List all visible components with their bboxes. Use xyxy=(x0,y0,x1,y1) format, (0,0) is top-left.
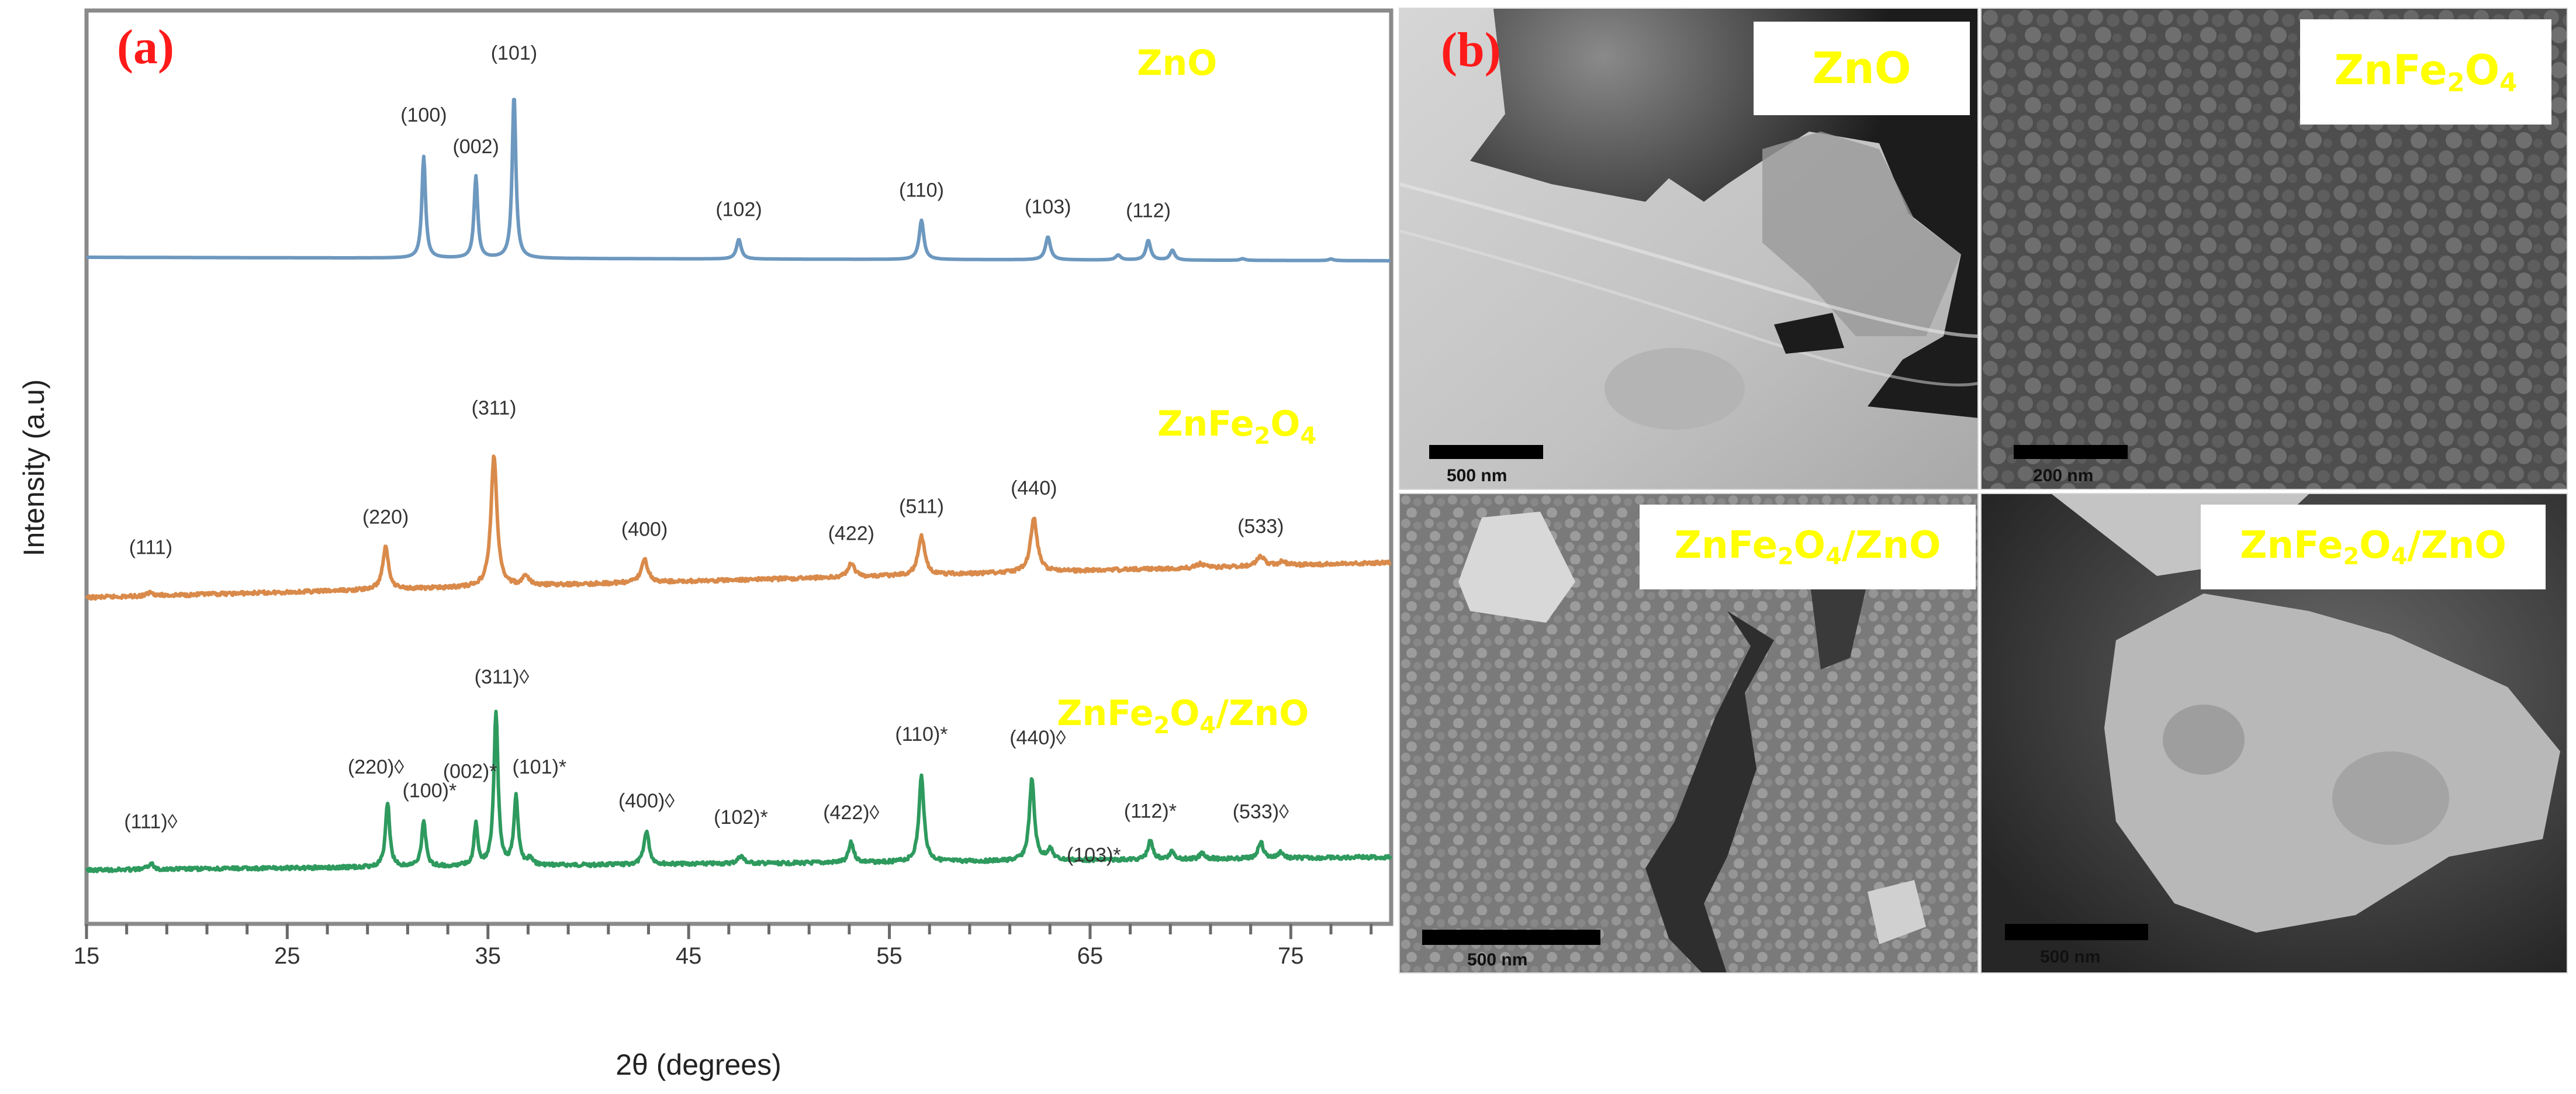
peak-label: (102) xyxy=(715,198,762,220)
znfe2o4-series-label: ZnFe2O4 xyxy=(1157,403,1316,450)
peak-label: (103)* xyxy=(1067,844,1121,866)
sem-label-zno: ZnO xyxy=(1812,43,1911,94)
zno-trace xyxy=(85,98,1392,263)
peak-label: (311) xyxy=(472,397,517,419)
sem-label-box: ZnFe2O4/ZnO xyxy=(2201,505,2546,589)
sem-image-znfe2o4 xyxy=(1982,9,2567,489)
sem-panel-zno: (b) ZnO 500 nm xyxy=(1399,8,1979,490)
x-tick-label: 35 xyxy=(475,943,502,969)
peak-label: (101) xyxy=(491,42,537,64)
peak-label: (002)* xyxy=(443,761,497,783)
x-tick-label: 65 xyxy=(1077,943,1104,969)
composite-trace xyxy=(85,709,1392,874)
peak-label: (511) xyxy=(899,496,944,518)
peak-label: (103) xyxy=(1025,196,1071,218)
peak-label: (111)◊ xyxy=(124,810,177,833)
sem-panel-composite-1: ZnFe2O4/ZnO 500 nm xyxy=(1399,493,1979,974)
peak-label: (422)◊ xyxy=(823,802,879,824)
sem-label-box: ZnFe2O4 xyxy=(2300,19,2551,125)
sem-panel-composite-2: ZnFe2O4/ZnO 500 nm xyxy=(1980,493,2568,974)
peak-label: (220) xyxy=(362,506,409,529)
peak-label: (400) xyxy=(621,519,668,541)
scale-bar xyxy=(1422,930,1600,945)
composite-series-label: ZnFe2O4/ZnO xyxy=(1057,693,1309,739)
xrd-chart: 15 25 35 45 55 65 75 (100)(002) (101) (102) (110)… xyxy=(18,8,1394,1081)
peak-label: (110)* xyxy=(895,723,948,746)
scale-bar-text: 500 nm xyxy=(2040,947,2101,967)
peak-label: (110) xyxy=(899,180,944,202)
sem-image-zno xyxy=(1400,9,1977,489)
panel-b-label: (b) xyxy=(1441,23,1501,77)
peak-label: (112)* xyxy=(1124,800,1177,823)
scale-bar xyxy=(2014,445,2128,459)
x-tick-label: 45 xyxy=(676,943,702,969)
scale-bar-text: 500 nm xyxy=(1447,466,1507,485)
y-axis-title: Intensity (a.u) xyxy=(18,379,50,557)
sem-label-composite-1: ZnFe2O4/ZnO xyxy=(1674,523,1941,571)
sem-label-box: ZnFe2O4/ZnO xyxy=(1640,505,1976,589)
peak-label: (311)◊ xyxy=(475,666,530,688)
x-axis-title: 2θ (degrees) xyxy=(616,1048,782,1081)
x-tick-label: 25 xyxy=(274,943,300,969)
peak-label: (002) xyxy=(452,136,499,158)
x-tick-label: 75 xyxy=(1278,943,1304,969)
x-axis-tick-labels: 15 25 35 45 55 65 75 xyxy=(74,943,1304,969)
peak-label: (112) xyxy=(1126,199,1171,222)
scale-bar-text: 200 nm xyxy=(2033,466,2094,485)
peak-label: (440)◊ xyxy=(1009,727,1066,749)
peak-label: (111) xyxy=(129,536,172,558)
x-tick-label: 15 xyxy=(74,943,100,969)
x-axis-ticks xyxy=(85,924,1373,939)
sem-label-composite-2: ZnFe2O4/ZnO xyxy=(2240,523,2506,571)
scale-bar-text: 500 nm xyxy=(1467,950,1528,969)
peak-label: (422) xyxy=(828,523,874,545)
plot-frame xyxy=(84,8,1394,926)
panel-a-label: (a) xyxy=(117,20,174,74)
peak-label: (100)* xyxy=(403,780,457,802)
sem-label-box: ZnO xyxy=(1754,22,1970,115)
peak-label: (533) xyxy=(1237,516,1284,538)
peak-label: (102)* xyxy=(714,806,768,829)
sem-panel-znfe2o4: ZnFe2O4 200 nm xyxy=(1980,8,2568,490)
peak-label: (400)◊ xyxy=(618,790,675,812)
peak-labels: (100)(002) (101) (102) (110) (103) (112) (111)… xyxy=(124,42,1289,866)
peak-label: (220)◊ xyxy=(348,756,404,778)
sem-label-znfe2o4: ZnFe2O4 xyxy=(2334,46,2518,98)
peak-label: (533)◊ xyxy=(1233,800,1289,823)
znfe2o4-trace xyxy=(85,454,1392,601)
peak-label: (440) xyxy=(1011,477,1057,499)
scale-bar xyxy=(1429,445,1543,459)
x-tick-label: 55 xyxy=(876,943,903,969)
peak-label: (100) xyxy=(400,104,447,126)
zno-series-label: ZnO xyxy=(1137,43,1217,84)
peak-label: (101)* xyxy=(513,756,567,778)
scale-bar xyxy=(2005,924,2148,940)
